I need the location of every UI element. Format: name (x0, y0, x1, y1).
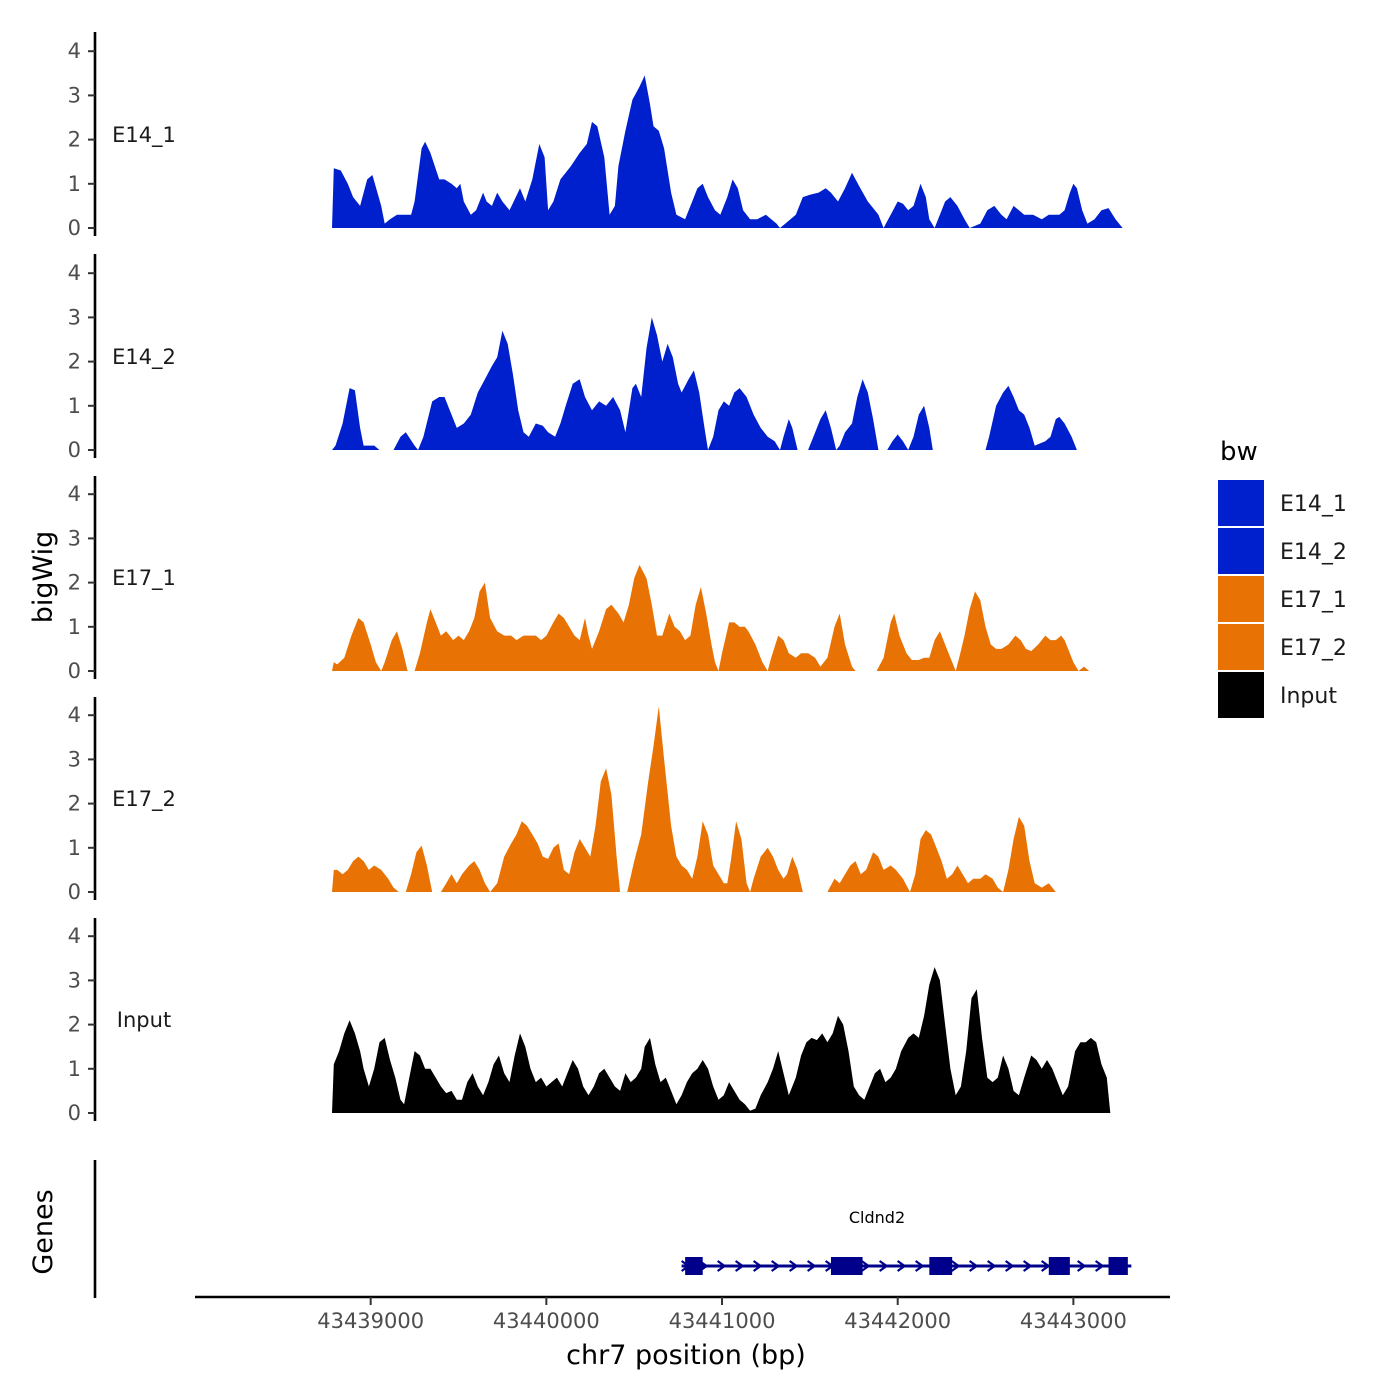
strand-arrow (896, 1260, 907, 1272)
genes-axis-title: Genes (28, 1189, 59, 1274)
track-label: E14_2 (112, 345, 176, 370)
y-tick-label: 3 (68, 83, 81, 107)
strand-arrow (914, 1260, 925, 1272)
y-tick-label: 1 (68, 615, 81, 639)
exon-block (830, 1257, 863, 1275)
y-tick-label: 0 (68, 1101, 81, 1125)
x-tick-label: 43439000 (317, 1309, 424, 1333)
y-tick-label: 2 (68, 350, 81, 374)
track-e17-1: 0 1 2 3 4 E17_1 (68, 476, 1090, 683)
strand-arrow (788, 1260, 799, 1272)
y-tick-label: 1 (68, 172, 81, 196)
y-tick-label: 1 (68, 394, 81, 418)
y-tick-label: 4 (68, 924, 81, 948)
strand-arrow (770, 1260, 781, 1272)
strand-arrow (968, 1260, 979, 1272)
bigwig-tracks: 0 1 2 3 4 E14_1 0 1 2 3 4 E14_2 0 1 2 3 4 E17_1 0 1 2 3 4 E17_2… (68, 32, 1123, 1125)
legend-title: bw (1220, 437, 1258, 467)
x-tick-label: 43440000 (493, 1309, 600, 1333)
legend-swatch (1218, 480, 1264, 526)
y-tick-label: 3 (68, 526, 81, 550)
exon-block (929, 1257, 953, 1275)
y-tick-label: 4 (68, 39, 81, 63)
track-label: E14_1 (112, 123, 176, 148)
y-tick-label: 3 (68, 747, 81, 771)
strand-arrow (1004, 1260, 1015, 1272)
x-tick-label: 43441000 (669, 1309, 776, 1333)
y-tick-label: 2 (68, 1013, 81, 1037)
strand-arrow (1022, 1260, 1033, 1272)
y-tick-label: 2 (68, 571, 81, 595)
strand-arrow (860, 1260, 871, 1272)
y-tick-label: 0 (68, 880, 81, 904)
gene-track: Cldnd2 (93, 1160, 1132, 1298)
coverage-area (332, 75, 1123, 228)
legend-swatch (1218, 576, 1264, 622)
track-label: E17_2 (112, 787, 176, 812)
y-tick-label: 1 (68, 836, 81, 860)
y-tick-label: 3 (68, 968, 81, 992)
track-e14-2: 0 1 2 3 4 E14_2 (68, 254, 1077, 462)
legend-swatch (1218, 528, 1264, 574)
legend-swatch (1218, 624, 1264, 670)
y-tick-label: 0 (68, 216, 81, 240)
track-label: Input (117, 1008, 171, 1032)
y-tick-label: 4 (68, 261, 81, 285)
legend: bw E14_1 E14_2 E17_1 E17_2 Input (1218, 437, 1347, 718)
strand-arrow (1040, 1260, 1051, 1272)
strand-arrow (806, 1260, 817, 1272)
y-tick-label: 2 (68, 792, 81, 816)
exon-block (1108, 1257, 1128, 1275)
coverage-area (332, 317, 1077, 450)
coverage-area (332, 564, 1090, 671)
strand-arrow (950, 1260, 961, 1272)
y-tick-label: 0 (68, 438, 81, 462)
track-label: E17_1 (112, 566, 176, 591)
strand-arrow (1076, 1260, 1087, 1272)
y-tick-label: 4 (68, 703, 81, 727)
exon-block (1048, 1257, 1070, 1275)
legend-label: E14_1 (1280, 492, 1347, 517)
exon-block (685, 1257, 703, 1275)
y-tick-label: 1 (68, 1057, 81, 1081)
track-e17-2: 0 1 2 3 4 E17_2 (68, 697, 1056, 904)
coverage-area (332, 967, 1111, 1113)
coverage-area (332, 706, 1056, 892)
track-e14-1: 0 1 2 3 4 E14_1 (68, 32, 1123, 240)
y-tick-label: 3 (68, 305, 81, 329)
y-axis-title: bigWig (28, 531, 59, 624)
x-axis: 43439000 43440000 43441000 43442000 43443000 (195, 1295, 1170, 1333)
strand-arrow (734, 1260, 745, 1272)
y-tick-label: 4 (68, 482, 81, 506)
strand-arrow (1094, 1260, 1105, 1272)
x-tick-label: 43442000 (844, 1309, 951, 1333)
legend-label: Input (1280, 684, 1337, 709)
legend-label: E17_1 (1280, 588, 1347, 613)
legend-label: E14_2 (1280, 540, 1347, 565)
legend-label: E17_2 (1280, 636, 1347, 661)
y-tick-label: 0 (68, 659, 81, 683)
strand-arrow (716, 1260, 727, 1272)
strand-arrow (986, 1260, 997, 1272)
strand-arrow (752, 1260, 763, 1272)
track-input: 0 1 2 3 4 Input (68, 918, 1111, 1125)
strand-arrow (878, 1260, 889, 1272)
x-tick-label: 43443000 (1020, 1309, 1127, 1333)
legend-swatch (1218, 672, 1264, 718)
gene-name-label: Cldnd2 (849, 1208, 905, 1227)
x-axis-title: chr7 position (bp) (566, 1340, 806, 1371)
y-tick-label: 2 (68, 128, 81, 152)
